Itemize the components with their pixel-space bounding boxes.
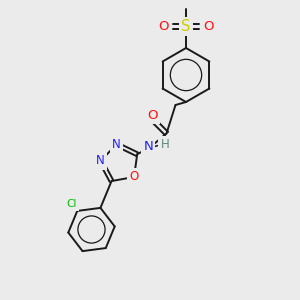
Text: Cl: Cl <box>67 199 77 209</box>
Text: N: N <box>96 154 105 167</box>
Text: H: H <box>160 139 169 152</box>
Text: N: N <box>144 140 153 153</box>
Text: O: O <box>203 20 214 33</box>
Text: O: O <box>159 20 169 33</box>
Text: O: O <box>147 109 158 122</box>
Text: N: N <box>112 138 121 151</box>
Text: O: O <box>130 170 139 184</box>
Text: S: S <box>181 19 191 34</box>
